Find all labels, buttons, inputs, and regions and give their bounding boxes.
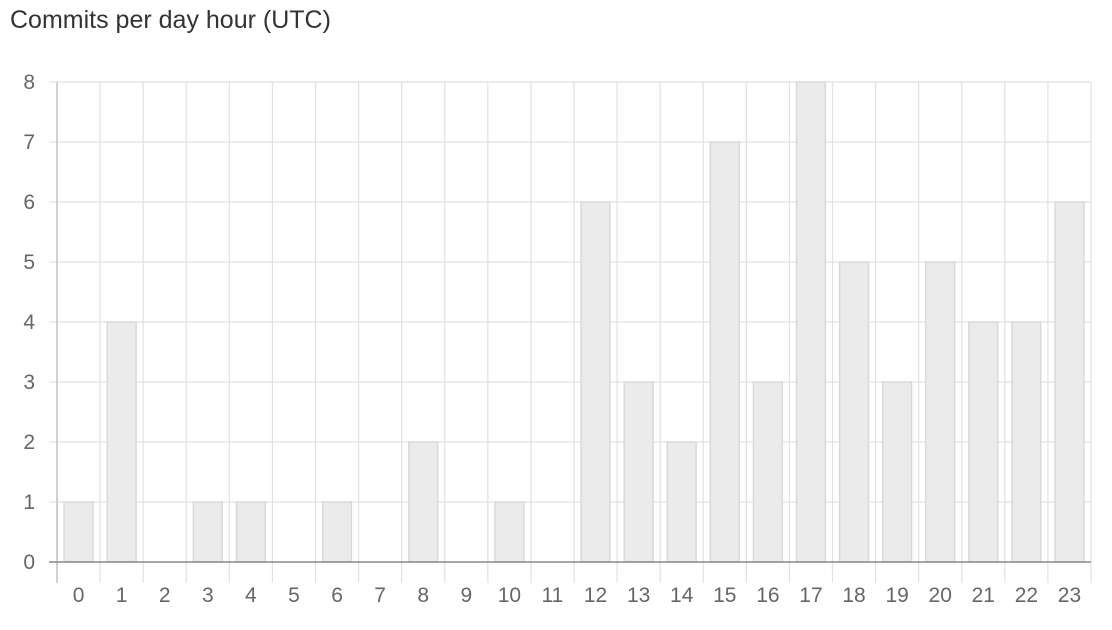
bar-hour-23	[1054, 201, 1085, 563]
x-tick-label: 16	[756, 584, 779, 607]
bar-hour-22	[1011, 321, 1042, 563]
bar-hour-1	[106, 321, 137, 563]
x-tick-label: 3	[202, 584, 214, 607]
x-tick-label: 15	[713, 584, 736, 607]
y-tick-label: 0	[23, 551, 35, 574]
bar-hour-4	[235, 501, 267, 563]
chart-title: Commits per day hour (UTC)	[10, 6, 331, 34]
bar-hour-18	[838, 261, 870, 563]
x-tick-label: 0	[73, 584, 85, 607]
x-tick-label: 11	[542, 584, 564, 607]
y-tick-label: 6	[23, 191, 35, 214]
x-tick-label: 2	[159, 584, 171, 607]
x-tick-label: 6	[331, 584, 343, 607]
x-tick-label: 7	[374, 584, 386, 607]
bar-hour-12	[580, 201, 611, 563]
bar-hour-15	[709, 141, 740, 563]
bar-hour-13	[623, 381, 654, 563]
x-tick-label: 12	[584, 584, 607, 607]
axes	[49, 82, 1091, 583]
bar-hour-8	[408, 441, 439, 563]
x-tick-label: 19	[885, 584, 908, 607]
bar-hour-6	[321, 501, 353, 563]
x-tick-label: 18	[842, 584, 865, 607]
x-tick-label: 17	[799, 584, 822, 607]
x-tick-label: 22	[1015, 584, 1038, 607]
x-tick-label: 8	[417, 584, 429, 607]
x-tick-label: 9	[460, 584, 472, 607]
y-tick-label: 1	[23, 491, 35, 514]
y-tick-label: 2	[23, 431, 35, 454]
x-tick-label: 23	[1058, 584, 1081, 607]
x-tick-label: 13	[627, 584, 650, 607]
x-tick-label: 5	[288, 584, 300, 607]
x-tick-label: 20	[929, 584, 952, 607]
bar-hour-14	[666, 441, 697, 563]
x-tick-label: 1	[116, 584, 128, 607]
bar-hour-10	[494, 501, 525, 563]
bar-hour-20	[925, 261, 956, 563]
y-tick-label: 5	[23, 251, 35, 274]
y-tick-label: 8	[23, 71, 35, 94]
x-tick-label: 10	[498, 584, 521, 607]
y-tick-label: 7	[23, 131, 35, 154]
bar-hour-17	[795, 81, 827, 563]
y-tick-label: 3	[23, 371, 35, 394]
bar-hour-21	[968, 321, 999, 563]
bar-hour-19	[881, 381, 913, 563]
bar-hour-3	[192, 501, 223, 563]
x-tick-label: 21	[972, 584, 995, 607]
bar-hour-0	[63, 501, 94, 563]
x-tick-label: 14	[670, 584, 694, 607]
y-tick-label: 4	[23, 311, 35, 334]
x-tick-label: 4	[245, 584, 257, 607]
bar-hour-16	[752, 381, 784, 563]
